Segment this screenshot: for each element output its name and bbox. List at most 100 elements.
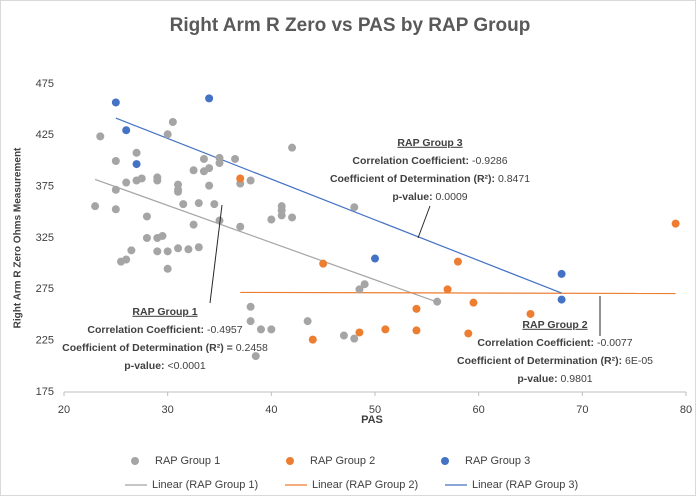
annotation-line: p-value: 0.9801	[517, 373, 592, 385]
annotation-value: -0.0077	[597, 337, 633, 349]
point	[163, 130, 172, 139]
point	[215, 216, 224, 225]
point	[189, 166, 198, 175]
annotation-leader	[209, 204, 223, 304]
point	[267, 325, 276, 334]
point	[303, 317, 312, 326]
point	[194, 199, 203, 208]
point	[412, 304, 421, 313]
x-tick-label: 60	[473, 404, 485, 416]
point	[412, 326, 421, 335]
point	[174, 187, 183, 196]
point	[189, 220, 198, 229]
point	[137, 174, 146, 183]
y-tick-label: 175	[36, 386, 54, 398]
y-tick-label: 325	[36, 232, 54, 244]
annotation-line: Correlation Coefficient: -0.4957	[87, 324, 242, 336]
annotation-value: -0.4957	[207, 324, 243, 336]
legend-marker	[131, 457, 139, 465]
annotation-label: Correlation Coefficient:	[477, 337, 594, 349]
point	[179, 200, 188, 209]
point	[194, 243, 203, 252]
annotation-line: Correlation Coefficient: -0.9286	[352, 155, 507, 167]
trendline	[115, 117, 562, 294]
y-tick-label: 375	[36, 181, 54, 193]
legend-label: Linear (RAP Group 3)	[472, 479, 578, 491]
annotation-label: Correlation Coefficient:	[87, 324, 204, 336]
point	[433, 297, 442, 306]
point	[256, 325, 265, 334]
annotation-label: Coefficient of Determination (R²) =	[62, 342, 233, 354]
point	[288, 213, 297, 222]
point	[163, 264, 172, 273]
annotation-value: <0.0001	[167, 360, 205, 372]
point	[277, 211, 286, 220]
annotation-label: Coefficient of Determination (R²):	[330, 173, 495, 185]
point	[184, 245, 193, 254]
x-axis-label: PAS	[361, 414, 383, 426]
point	[246, 176, 255, 185]
annotation-line: p-value: 0.0009	[392, 191, 467, 203]
annotation-line: Correlation Coefficient: -0.0077	[477, 337, 632, 349]
point	[215, 159, 224, 168]
point	[127, 246, 136, 255]
point	[339, 331, 348, 340]
legend-label: RAP Group 2	[310, 455, 375, 467]
point	[246, 302, 255, 311]
point	[464, 329, 473, 338]
point	[236, 174, 245, 183]
point	[205, 164, 214, 173]
annotation-title: RAP Group 1	[132, 306, 197, 318]
annotation-value: 6E-05	[625, 355, 653, 367]
annotation-value: 0.9801	[561, 373, 593, 385]
annotation-value: -0.9286	[472, 155, 508, 167]
legend-label: Linear (RAP Group 2)	[312, 479, 418, 491]
point	[205, 94, 214, 103]
annotation-label: p-value:	[517, 373, 557, 385]
point	[319, 259, 328, 268]
trendline	[94, 178, 438, 303]
point	[350, 203, 359, 212]
annotation-line: Coefficient of Determination (R²): 0.847…	[330, 173, 530, 185]
point	[267, 215, 276, 224]
annotation-label: Coefficient of Determination (R²):	[457, 355, 622, 367]
point	[111, 98, 120, 107]
point	[111, 185, 120, 194]
point	[199, 154, 208, 163]
annotation-label: p-value:	[392, 191, 432, 203]
point	[205, 181, 214, 190]
y-tick-label: 425	[36, 129, 54, 141]
point	[122, 255, 131, 264]
x-tick-label: 30	[162, 404, 174, 416]
point	[153, 176, 162, 185]
legend-label: Linear (RAP Group 1)	[152, 479, 258, 491]
point	[360, 280, 369, 289]
point	[246, 317, 255, 326]
point	[671, 219, 680, 228]
annotation-value: 0.0009	[436, 191, 468, 203]
annotation-value: 0.2458	[236, 342, 268, 354]
point	[381, 325, 390, 334]
point	[469, 298, 478, 307]
point	[453, 257, 462, 266]
point	[122, 178, 131, 187]
legend-marker	[286, 457, 294, 465]
point	[288, 143, 297, 152]
y-axis-label: Right Arm R Zero Ohms Measurement	[13, 147, 24, 328]
point	[111, 205, 120, 214]
annotation-line: p-value: <0.0001	[124, 360, 206, 372]
legend-label: RAP Group 3	[465, 455, 530, 467]
x-tick-label: 50	[369, 404, 381, 416]
point	[132, 160, 141, 169]
point	[371, 254, 379, 263]
point	[236, 222, 245, 231]
annotation-label: Correlation Coefficient:	[352, 155, 469, 167]
y-tick-label: 275	[36, 283, 54, 295]
chart-title: Right Arm R Zero vs PAS by RAP Group	[170, 15, 531, 36]
trendline	[240, 291, 676, 295]
point	[163, 247, 172, 256]
annotation-leader	[417, 205, 431, 239]
point	[142, 234, 151, 242]
